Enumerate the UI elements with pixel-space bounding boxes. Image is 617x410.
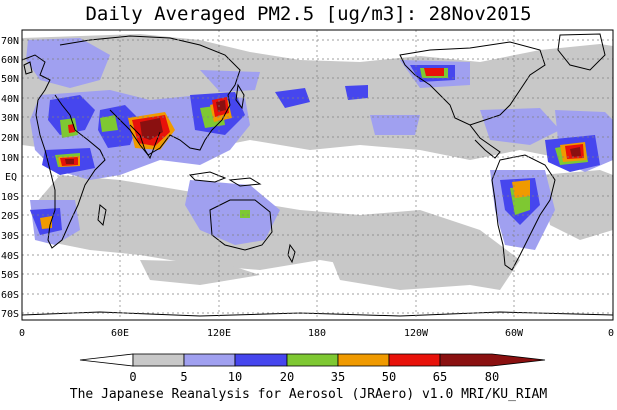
longitude-axis: 0 60E 120E 180 120W 60W 0 <box>19 328 614 339</box>
lat-label: 20S <box>1 211 19 222</box>
colorbar-segment-0-5 <box>79 353 134 367</box>
lon-label: 120E <box>207 328 231 339</box>
lon-label: 60W <box>505 328 524 339</box>
lat-label: 60S <box>1 290 19 301</box>
colorbar-segment-10-20 <box>183 353 236 367</box>
colorbar-segment-65-80 <box>388 353 441 367</box>
colorbar-label: 80 <box>485 370 499 384</box>
lat-label: 70S <box>1 309 19 320</box>
lon-label: 180 <box>308 328 326 339</box>
pm25-level-over-80-areas <box>65 100 581 164</box>
grid-lines <box>22 30 613 320</box>
lat-label: 30S <box>1 231 19 242</box>
lon-label: 0 <box>19 328 25 339</box>
colorbar-labels: 0 5 10 20 35 50 65 80 <box>129 370 499 384</box>
lat-label: 50N <box>1 74 19 85</box>
lat-label: 10S <box>1 192 19 203</box>
lon-label: 60E <box>111 328 129 339</box>
lon-label: 120W <box>404 328 429 339</box>
colorbar-label: 10 <box>228 370 242 384</box>
lat-label: 30N <box>1 113 19 124</box>
lat-label: 50S <box>1 270 19 281</box>
colorbar-segment-5-10 <box>132 353 185 367</box>
colorbar-label: 50 <box>382 370 396 384</box>
colorbar-segment-50-65 <box>337 353 390 367</box>
colorbar-segment-over-80 <box>439 353 546 367</box>
map-title: Daily Averaged PM2.5 [ug/m3]: 28Nov2015 <box>85 3 532 25</box>
colorbar-label: 0 <box>129 370 136 384</box>
lat-label: 10N <box>1 153 19 164</box>
colorbar-label: 20 <box>280 370 294 384</box>
lat-label: EQ <box>5 172 17 183</box>
lat-label: 40N <box>1 94 19 105</box>
coastlines <box>21 33 614 317</box>
colorbar <box>79 353 546 367</box>
footer-credit: The Japanese Reanalysis for Aerosol (JRA… <box>69 387 548 402</box>
lon-label: 0 <box>608 328 614 339</box>
colorbar-label: 35 <box>331 370 345 384</box>
colorbar-segment-35-50 <box>286 353 339 367</box>
lat-label: 60N <box>1 55 19 66</box>
lat-label: 40S <box>1 251 19 262</box>
latitude-axis: 70N 60N 50N 40N 30N 20N 10N EQ 10S 20S 3… <box>1 36 19 320</box>
colorbar-segment-20-35 <box>234 353 288 367</box>
colorbar-label: 5 <box>180 370 187 384</box>
colorbar-label: 65 <box>433 370 447 384</box>
lat-label: 70N <box>1 36 19 47</box>
lat-label: 20N <box>1 133 19 144</box>
